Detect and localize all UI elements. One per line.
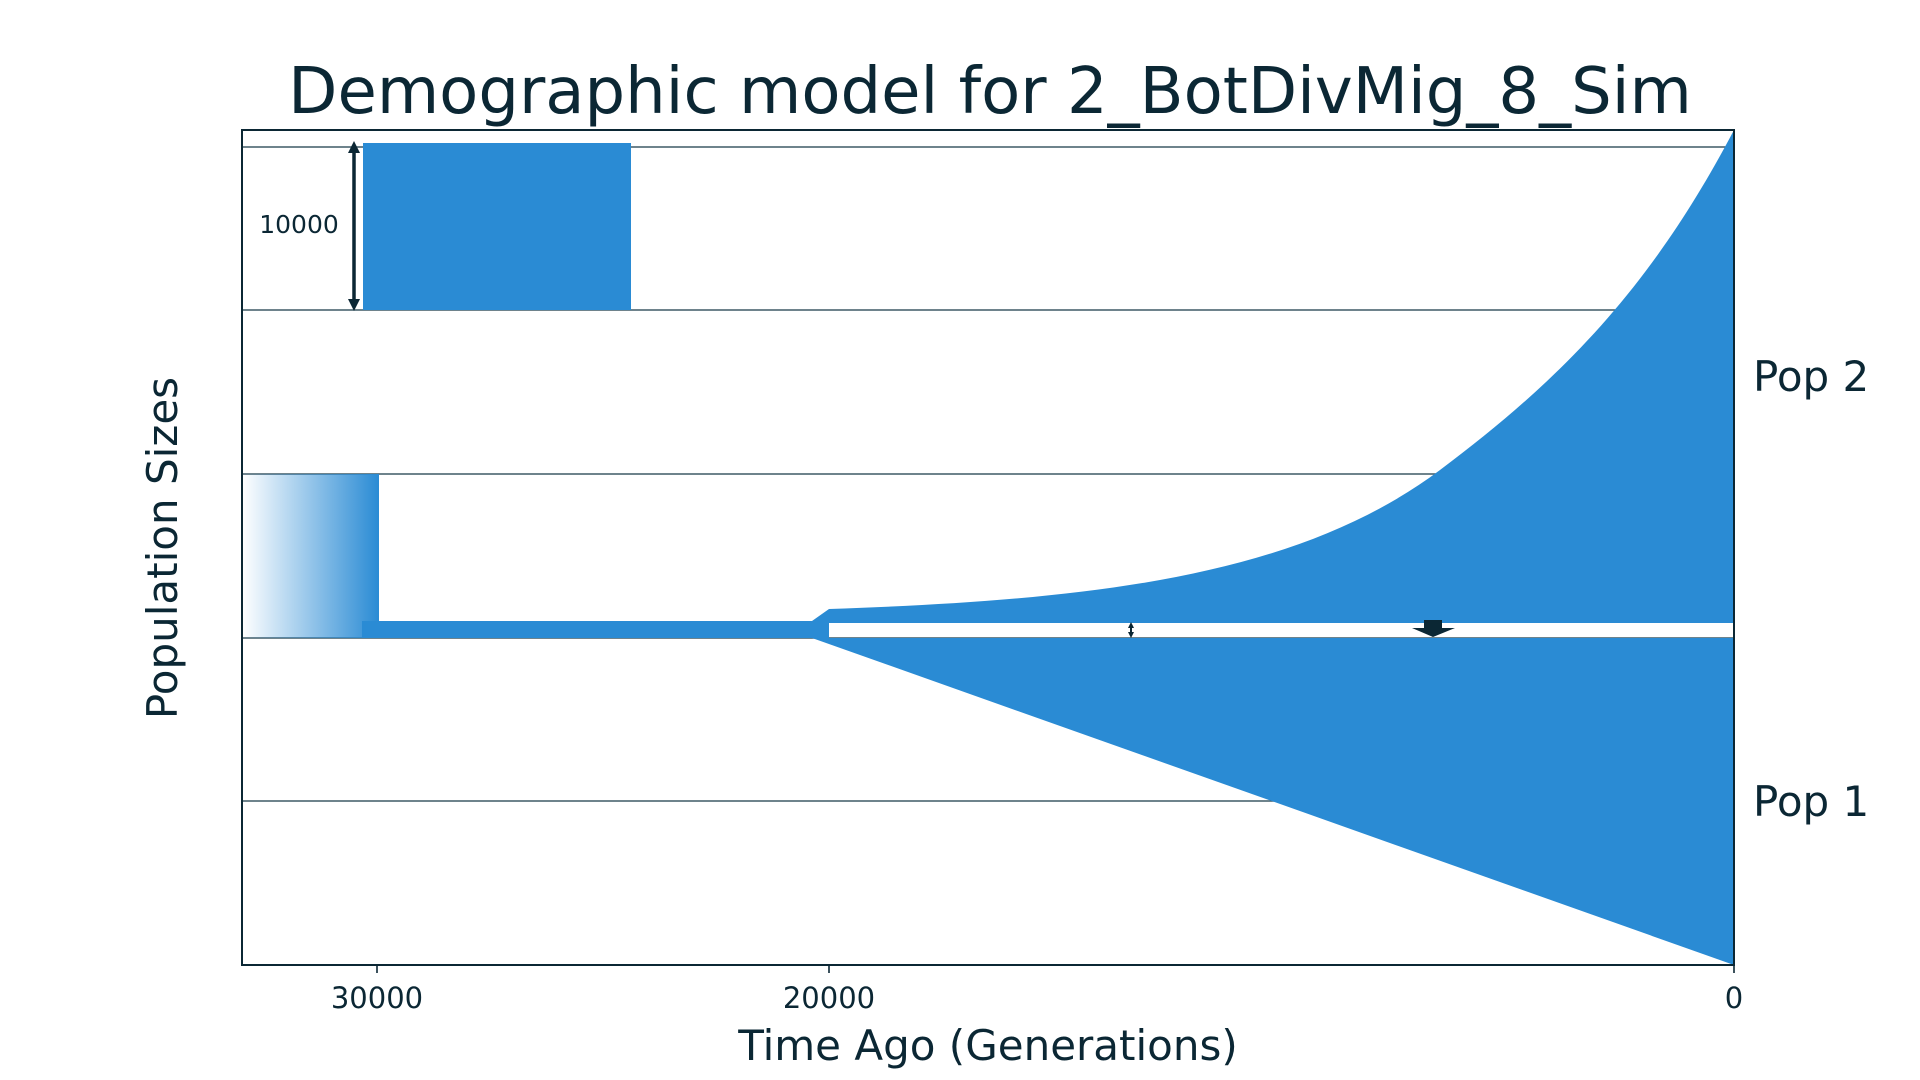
migration-arrow-large: [1412, 620, 1455, 637]
migration-arrow-head: [1412, 628, 1455, 637]
figure-title: Demographic model for 2_BotDivMig_8_Sim: [288, 55, 1692, 129]
y-axis-label: Population Sizes: [138, 377, 187, 719]
x-axis-ticks: [376, 965, 1735, 973]
x-tick-label: 0: [1725, 981, 1743, 1015]
scale-reference-block: [363, 143, 631, 310]
x-tick-label: 20000: [783, 981, 875, 1015]
scale-bar-arrow: [348, 141, 360, 311]
pop1-label: Pop 1: [1753, 777, 1869, 826]
ancestral-population-gradient: [242, 474, 379, 638]
x-tick-label: 30000: [331, 981, 423, 1015]
pop1-growth-shape: [812, 638, 1734, 965]
migration-gap: [829, 623, 1734, 637]
x-axis-label: Time Ago (Generations): [737, 1021, 1238, 1070]
migration-arrow-small: [1128, 622, 1134, 638]
plot-frame: [241, 129, 1735, 966]
pop2-growth-shape: [829, 130, 1734, 623]
scale-bar-label: 10000: [259, 210, 339, 239]
migration-arrow-shaft: [1424, 620, 1442, 629]
bottleneck-population-band: [362, 609, 829, 638]
pop2-label: Pop 2: [1753, 352, 1869, 401]
